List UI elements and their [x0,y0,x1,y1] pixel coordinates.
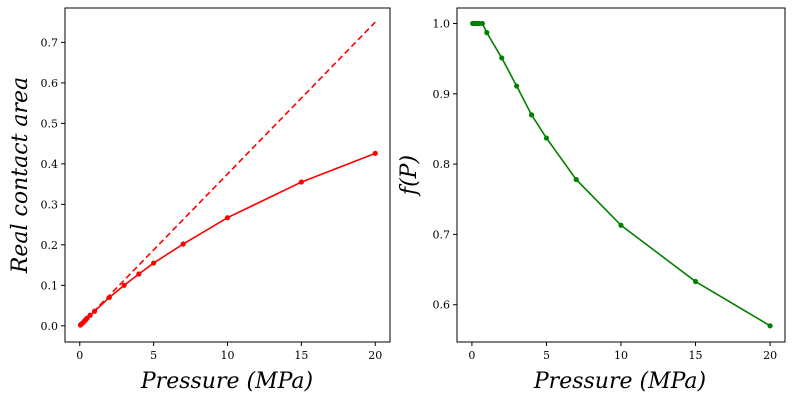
x-tick-label: 20 [368,349,382,362]
data-point [484,30,490,36]
y-tick-label: 0.2 [41,239,59,252]
chart-f-of-p: 0 5 10 15 20 0.6 0.7 0.8 0.9 1.0 Pressure (MPa) f… [397,7,786,394]
x-tick-label: 0 [76,349,83,362]
x-axis-label: Pressure (MPa) [140,369,313,394]
x-tick-label: 10 [614,349,628,362]
x-tick-label: 5 [543,349,550,362]
y-tick-label: 0.1 [41,279,59,292]
series-line-real-contact-area [79,152,376,326]
data-point [298,179,304,185]
y-tick-label: 0.5 [41,117,59,130]
y-tick-label: 0.4 [41,158,59,171]
data-point [224,215,231,221]
data-point [543,135,550,141]
data-point [767,323,773,329]
data-point [528,112,535,118]
data-point [151,260,157,266]
chart-real-contact-area: 0 5 10 15 20 0.0 0.1 0.2 0.3 0.4 0.5 0.6 0.7 Pressur… [8,7,391,394]
x-axis-label: Pressure (MPa) [533,369,706,394]
ticks: 0 5 10 15 20 0.6 0.7 0.8 0.9 1.0 [433,17,778,362]
data-point [573,176,579,183]
plot-frame [456,7,786,343]
y-tick-label: 0.7 [41,36,59,49]
data-point [136,271,142,277]
data-point [618,222,624,228]
series-group [470,20,773,329]
y-tick-label: 0.0 [41,320,59,333]
data-point [180,241,186,247]
data-point [372,150,378,156]
y-tick-label: 0.9 [433,88,451,101]
series-group [77,21,378,328]
series-line-f-p- [472,22,771,327]
data-point [121,282,127,288]
y-axis-label: f(P) [397,155,422,197]
y-tick-label: 0.3 [41,198,59,211]
x-tick-label: 15 [294,349,308,362]
x-tick-label: 0 [468,349,475,362]
y-tick-label: 0.6 [41,77,59,90]
data-point [692,278,699,285]
data-point [514,83,520,89]
x-tick-label: 20 [763,349,777,362]
data-point [479,20,485,27]
y-tick-label: 1.0 [433,17,451,30]
data-point [499,55,505,61]
y-axis-label: Real contact area [8,77,33,274]
x-tick-label: 10 [221,349,235,362]
y-tick-label: 0.7 [433,228,451,241]
y-tick-label: 0.8 [433,158,451,171]
x-tick-label: 5 [150,349,157,362]
series-line-linear-reference [79,21,376,327]
x-tick-label: 15 [689,349,703,362]
y-tick-label: 0.6 [433,299,451,312]
ticks: 0 5 10 15 20 0.0 0.1 0.2 0.3 0.4 0.5 0.6 0.7 [41,36,383,362]
